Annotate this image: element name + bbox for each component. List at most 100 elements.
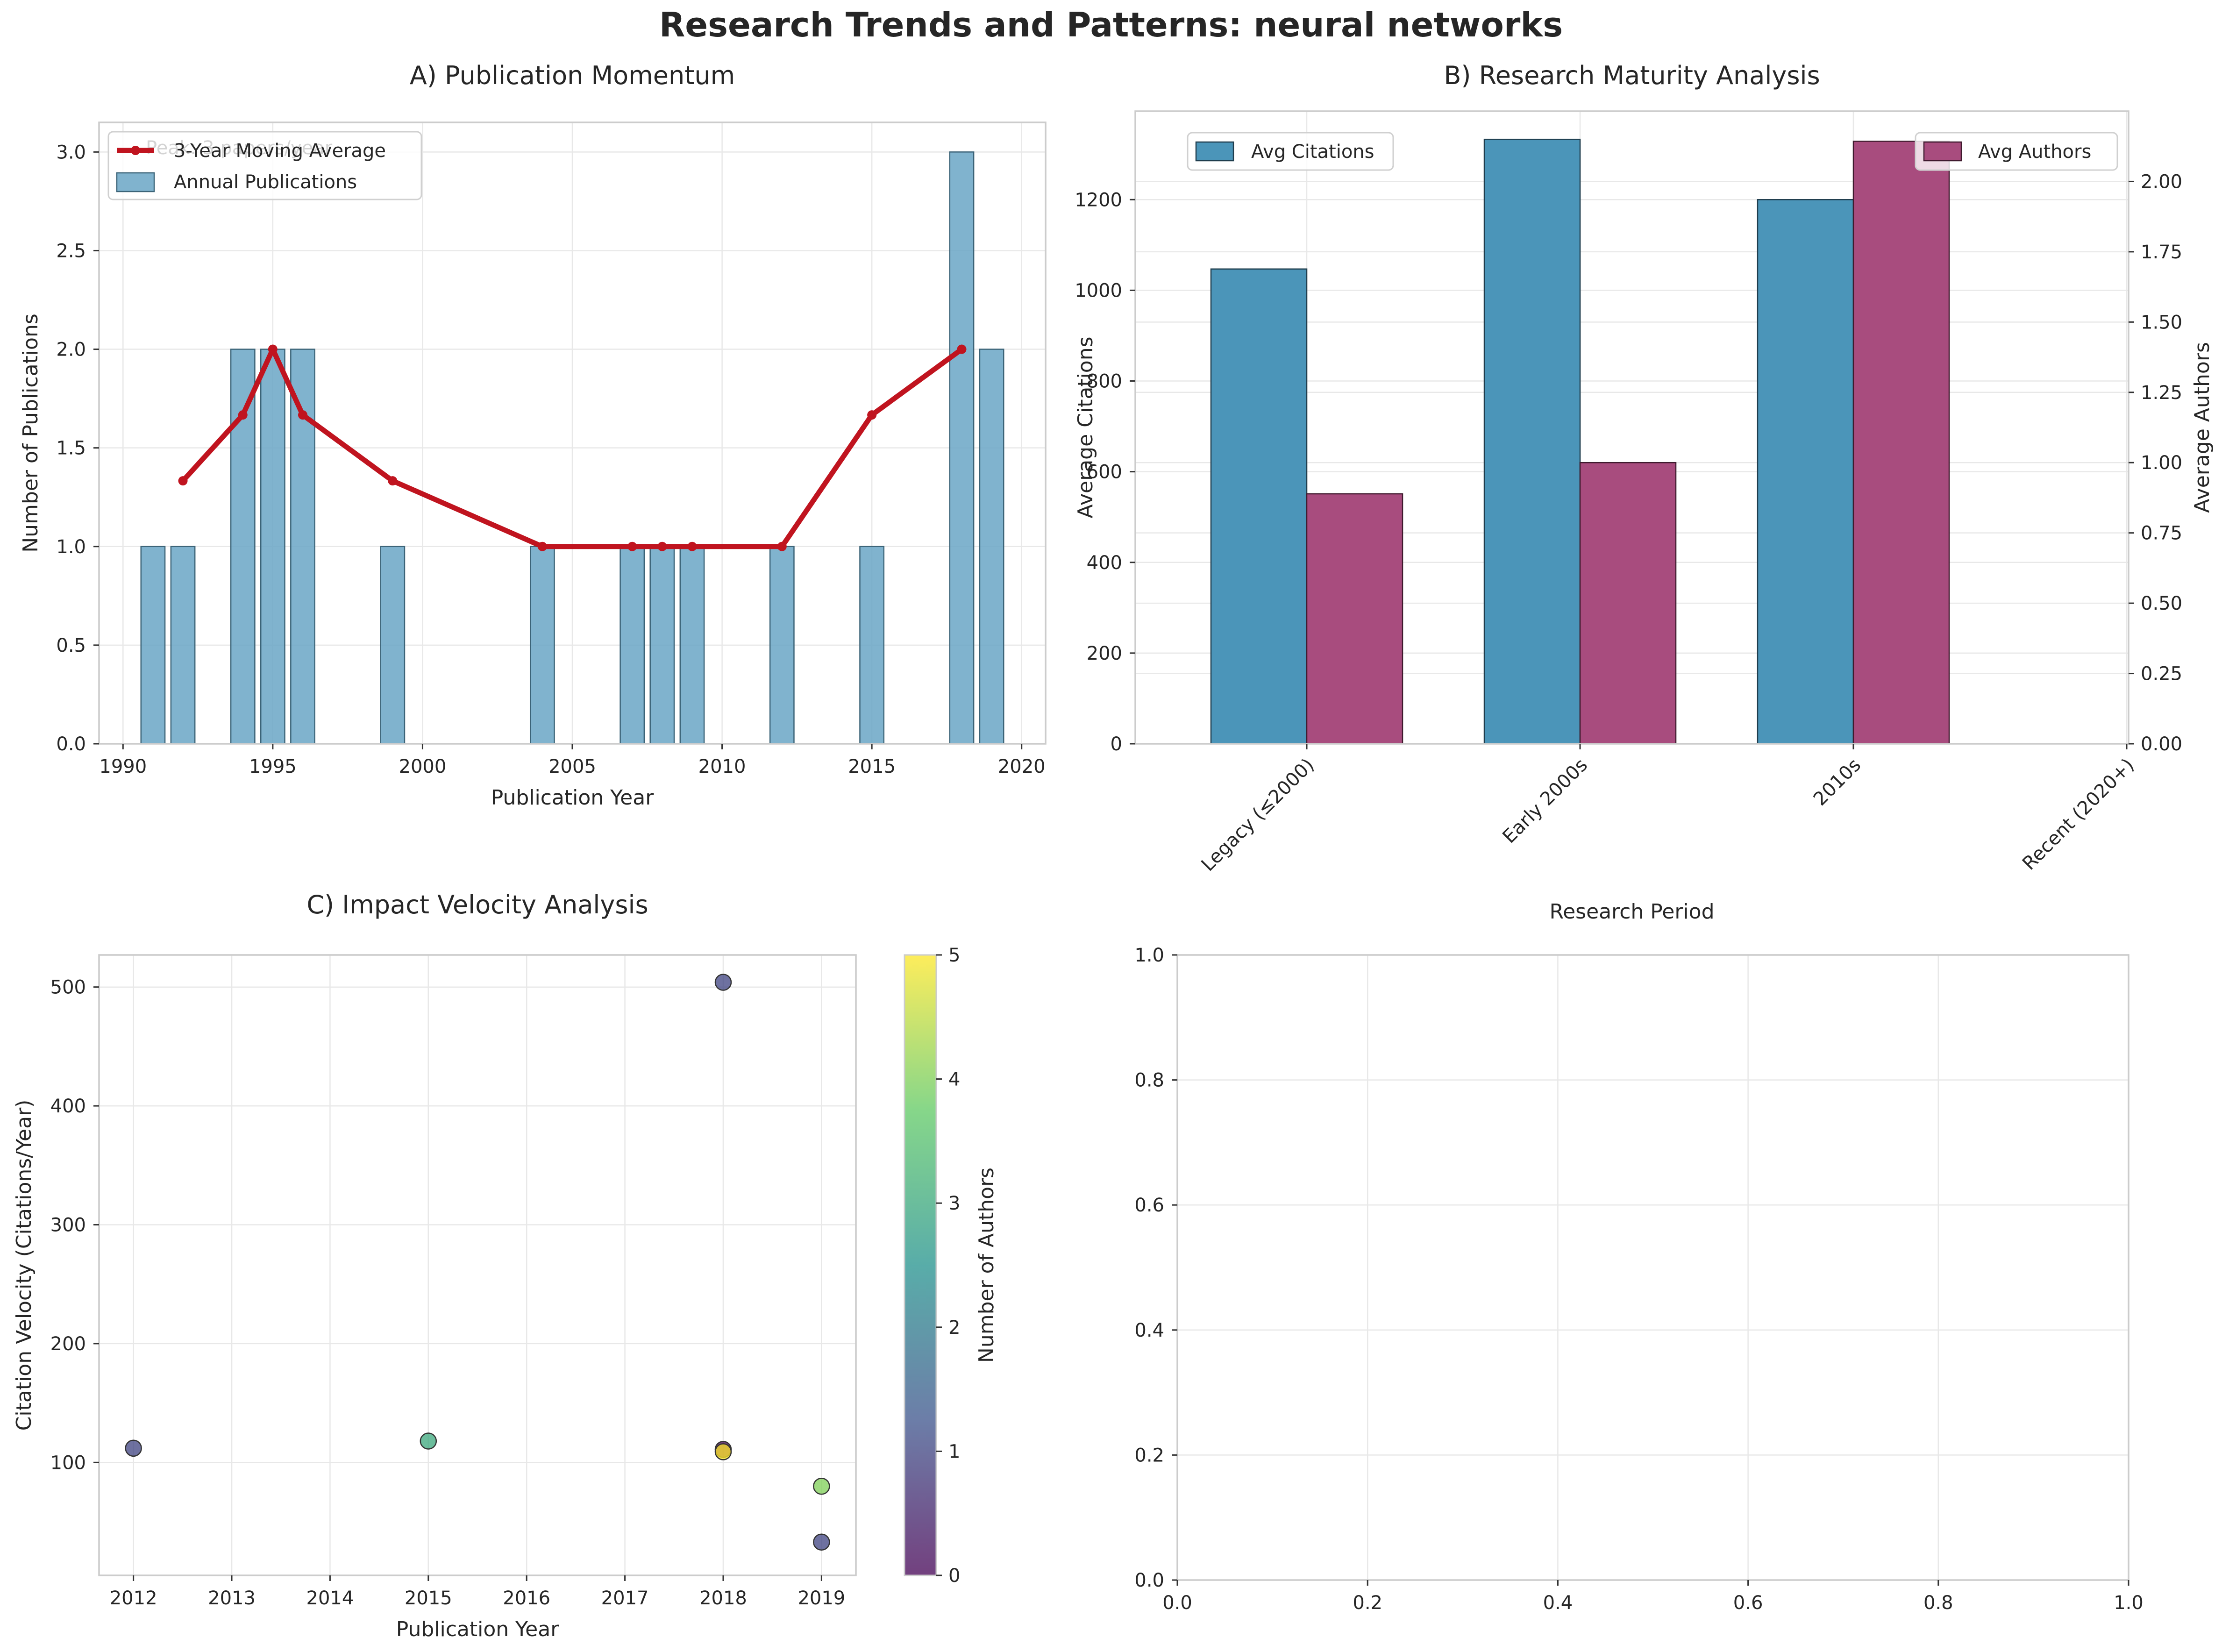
a-bar: [620, 546, 645, 745]
b-bar-avg-authors: [1579, 462, 1677, 745]
b-ytick-label: 1200: [1075, 189, 1122, 211]
c-xtick-label: 2016: [503, 1588, 550, 1609]
c-colorbar-tick-label: 3: [948, 1193, 960, 1214]
a-bar: [649, 546, 675, 745]
a-xtick-label: 2010: [698, 756, 746, 777]
b-y-axis-right-label: Average Authors: [2190, 342, 2214, 513]
c-ytick-label: 400: [50, 1096, 86, 1117]
b-ytick-right-label: 0.00: [2141, 733, 2182, 755]
a-xtick-label: 2005: [548, 756, 596, 777]
a-legend-bar-swatch: [116, 172, 155, 192]
b-ytick-right-label: 0.75: [2141, 523, 2182, 544]
a-ytick-label: 1.0: [56, 536, 86, 558]
b-category-label: Legacy (≤2000): [1197, 755, 1319, 876]
a-ytick-label: 1.5: [56, 438, 86, 459]
c-colorbar-tick-label: 5: [948, 945, 960, 966]
b-legend-swatch-citations: [1195, 141, 1234, 162]
b-legend-left-label: Avg Citations: [1251, 141, 1375, 163]
b-ytick-label: 0: [1111, 733, 1122, 755]
a-bar: [380, 546, 406, 745]
a-bar: [949, 151, 975, 745]
c-colorbar: [904, 954, 937, 1576]
a-line-point: [687, 541, 697, 551]
a-line-point: [298, 410, 307, 420]
a-bar: [230, 349, 256, 745]
a-xtick-label: 2000: [399, 756, 447, 777]
a-bar: [170, 546, 196, 745]
c-colorbar-tick-label: 2: [948, 1317, 960, 1339]
b-legend-swatch-authors: [1923, 141, 1962, 162]
a-legend-box: [107, 131, 422, 200]
a-ytick-label: 2.0: [56, 339, 86, 361]
b-ytick-right-label: 2.00: [2141, 171, 2182, 192]
a-xtick-label: 2015: [848, 756, 896, 777]
a-line-point: [537, 541, 547, 551]
c-colorbar-tick-label: 1: [948, 1441, 960, 1462]
b-bar-avg-citations: [1757, 199, 1854, 745]
a-bar: [140, 546, 166, 745]
a-xtick-label: 1995: [249, 756, 297, 777]
a-panel-title: A) Publication Momentum: [410, 61, 735, 90]
b-ytick-label: 600: [1087, 462, 1122, 483]
b-bar-avg-authors: [1852, 141, 1950, 745]
a-ytick-label: 2.5: [56, 240, 86, 262]
b-ytick-right-label: 1.25: [2141, 382, 2182, 404]
b-bar-avg-authors: [1306, 493, 1403, 745]
a-legend-label: 3-Year Moving Average: [174, 140, 386, 162]
a-line-point: [777, 541, 787, 551]
d-ytick-label: 0.6: [1134, 1195, 1164, 1216]
c-xtick-label: 2019: [798, 1588, 845, 1609]
d-xtick-label: 0.0: [1162, 1592, 1192, 1614]
a-line-point: [178, 476, 188, 486]
a-y-axis-label: Number of Publications: [19, 313, 43, 553]
a-bar: [979, 349, 1004, 745]
a-moving-average-line: [181, 347, 963, 549]
b-ytick-right-label: 0.50: [2141, 593, 2182, 614]
b-axes-frame: [1134, 110, 2129, 745]
d-xtick-label: 0.4: [1543, 1592, 1573, 1614]
d-ytick-label: 0.8: [1134, 1070, 1164, 1091]
c-ytick-label: 200: [50, 1333, 86, 1355]
b-ytick-right-label: 0.25: [2141, 663, 2182, 685]
c-scatter-point: [813, 1477, 830, 1495]
a-x-axis-label: Publication Year: [491, 786, 655, 810]
b-bar-avg-citations: [1483, 138, 1581, 745]
a-line-point: [867, 410, 877, 420]
b-legend-right-label: Avg Authors: [1978, 141, 2091, 163]
a-ytick-label: 0.5: [56, 635, 86, 656]
c-scatter-point: [813, 1533, 830, 1551]
b-ytick-right-label: 1.50: [2141, 312, 2182, 333]
a-ytick-label: 0.0: [56, 733, 86, 755]
b-ytick-label: 1000: [1075, 280, 1122, 301]
b-category-label: Recent (2020+): [2018, 755, 2138, 875]
c-colorbar-tick-label: 0: [948, 1565, 960, 1587]
b-ytick-right-label: 1.75: [2141, 242, 2182, 263]
a-line-point: [238, 410, 248, 420]
d-xtick-label: 0.2: [1353, 1592, 1382, 1614]
a-xtick-label: 2020: [998, 756, 1046, 777]
c-scatter-point: [714, 974, 732, 991]
a-bar: [290, 349, 315, 745]
c-xtick-label: 2013: [208, 1588, 256, 1609]
c-colorbar-tick-label: 4: [948, 1069, 960, 1090]
a-legend-label: Annual Publications: [174, 171, 357, 193]
c-ytick-label: 300: [50, 1215, 86, 1236]
c-ytick-label: 500: [50, 977, 86, 998]
c-xtick-label: 2014: [306, 1588, 354, 1609]
d-xtick-label: 0.8: [1923, 1592, 1953, 1614]
a-bar: [769, 546, 795, 745]
a-line-point: [957, 344, 967, 354]
d-ytick-label: 0.0: [1134, 1570, 1164, 1591]
a-bar: [859, 546, 885, 745]
chart-layer: 1990 1995 2000 2005 2010 2015 20200.00.51.01.5…: [12, 61, 2214, 1641]
c-axes-frame: [98, 954, 857, 1576]
b-ytick-label: 800: [1087, 371, 1122, 392]
a-xtick-label: 1990: [99, 756, 147, 777]
a-bar: [260, 349, 285, 745]
b-ytick-label: 200: [1087, 643, 1122, 664]
a-line-point: [388, 476, 398, 486]
a-line-point: [627, 541, 637, 551]
b-x-axis-label: Research Period: [1549, 900, 1714, 924]
d-ytick-label: 0.4: [1134, 1320, 1164, 1341]
